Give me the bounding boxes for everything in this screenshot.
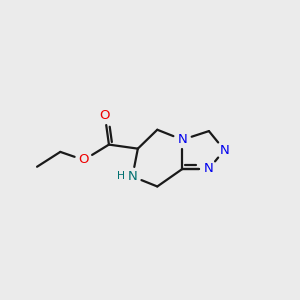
Text: N: N <box>128 170 137 183</box>
Text: N: N <box>204 162 214 176</box>
Text: H: H <box>117 172 125 182</box>
Text: O: O <box>79 154 89 166</box>
Text: N: N <box>178 133 187 146</box>
Text: O: O <box>100 109 110 122</box>
Text: N: N <box>219 143 229 157</box>
